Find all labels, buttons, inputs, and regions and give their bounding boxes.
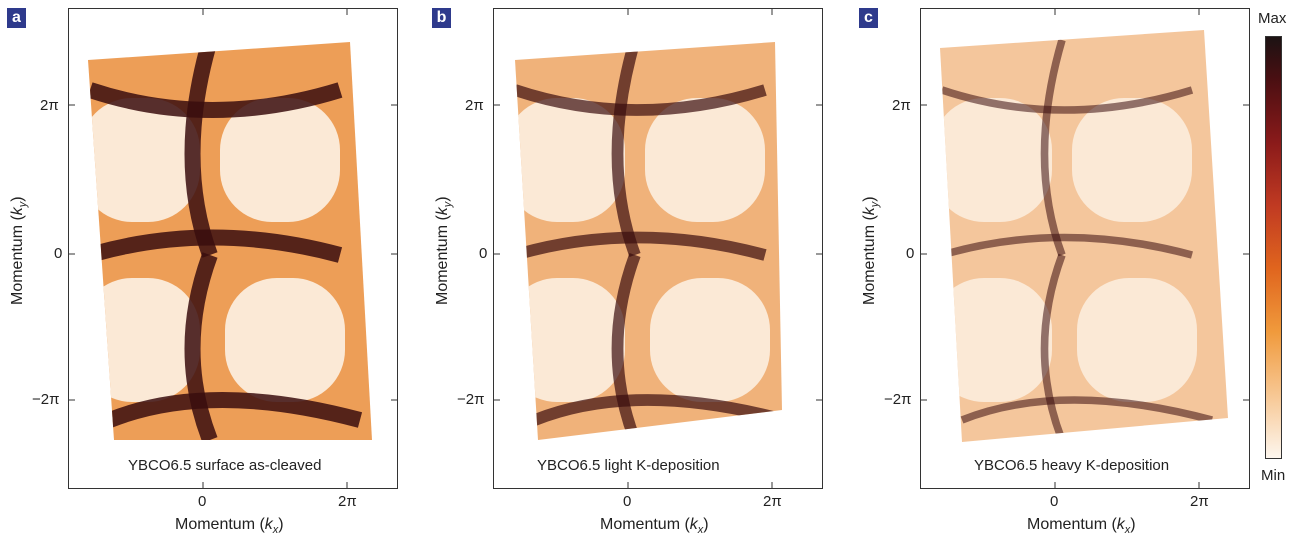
pocket-3 <box>1077 278 1197 402</box>
x-axis-label-a: Momentum (kx) <box>175 516 284 537</box>
y-tick-2pi-a: 2π <box>40 97 59 114</box>
ridge-3 <box>184 42 218 258</box>
caption-b: YBCO6.5 light K-deposition <box>537 457 720 474</box>
momentum-map-b <box>493 8 823 489</box>
colorbar <box>1265 36 1282 459</box>
colorbar-max-label: Max <box>1258 10 1287 27</box>
panel-label-c: c <box>859 8 878 28</box>
ridge-4 <box>184 252 218 440</box>
momentum-map-a <box>68 8 398 489</box>
panel-label-b: b <box>432 8 451 28</box>
pocket-2 <box>88 278 200 402</box>
x-axis-label-c: Momentum (kx) <box>1027 516 1136 537</box>
y-tick-0-a: 0 <box>54 245 63 262</box>
panel-c: c 2π 0 −2π 0 2π YBCO6.5 heavy K-depositi… <box>852 0 1272 539</box>
y-axis-label-b: Momentum (ky) <box>434 196 455 305</box>
ridge-3 <box>1040 38 1066 257</box>
y-tick-neg2pi-c: −2π <box>884 391 912 408</box>
ridge-3 <box>611 42 641 258</box>
x-tick-0-c: 0 <box>1050 493 1059 510</box>
pocket-3 <box>650 278 770 402</box>
pocket-3 <box>225 278 345 402</box>
pocket-0 <box>515 98 625 222</box>
ridge-4 <box>611 252 641 440</box>
y-tick-0-c: 0 <box>906 245 915 262</box>
y-axis-label-a: Momentum (ky) <box>9 196 30 305</box>
x-axis-label-b: Momentum (kx) <box>600 516 709 537</box>
pocket-1 <box>645 98 765 222</box>
ridge-2 <box>107 392 363 428</box>
y-tick-neg2pi-b: −2π <box>457 391 485 408</box>
ridge-0 <box>515 84 767 116</box>
pocket-0 <box>940 98 1052 222</box>
ridge-2 <box>960 396 1213 424</box>
ridge-0 <box>88 82 343 118</box>
pocket-1 <box>1072 98 1192 222</box>
y-axis-label-c: Momentum (ky) <box>861 196 882 305</box>
ridge-1 <box>515 231 767 261</box>
panel-b: b 2π 0 −2π 0 2π YBCO6.5 light K-depositi… <box>425 0 845 539</box>
colorbar-min-label: Min <box>1261 467 1286 484</box>
x-tick-0-b: 0 <box>623 493 632 510</box>
y-tick-2pi-b: 2π <box>465 97 484 114</box>
panel-label-a: a <box>7 8 26 28</box>
ridge-0 <box>940 86 1194 114</box>
pocket-2 <box>515 278 625 402</box>
x-tick-0-a: 0 <box>198 493 207 510</box>
caption-a: YBCO6.5 surface as-cleaved <box>128 457 322 474</box>
pocket-0 <box>88 98 200 222</box>
caption-c: YBCO6.5 heavy K-deposition <box>974 457 1170 474</box>
ridge-4 <box>1040 253 1066 442</box>
panel-a: a 2π 0 −2π 0 2π YBCO6.5 surface as-cleav… <box>0 0 420 539</box>
x-tick-2pi-a: 2π <box>338 493 357 510</box>
ridge-1 <box>940 233 1193 259</box>
pocket-2 <box>940 278 1052 402</box>
ridge-2 <box>532 394 782 426</box>
momentum-map-c <box>920 8 1250 489</box>
x-tick-2pi-b: 2π <box>763 493 782 510</box>
y-tick-0-b: 0 <box>479 245 488 262</box>
y-tick-2pi-c: 2π <box>892 97 911 114</box>
y-tick-neg2pi-a: −2π <box>32 391 60 408</box>
pocket-1 <box>220 98 340 222</box>
x-tick-2pi-c: 2π <box>1190 493 1209 510</box>
